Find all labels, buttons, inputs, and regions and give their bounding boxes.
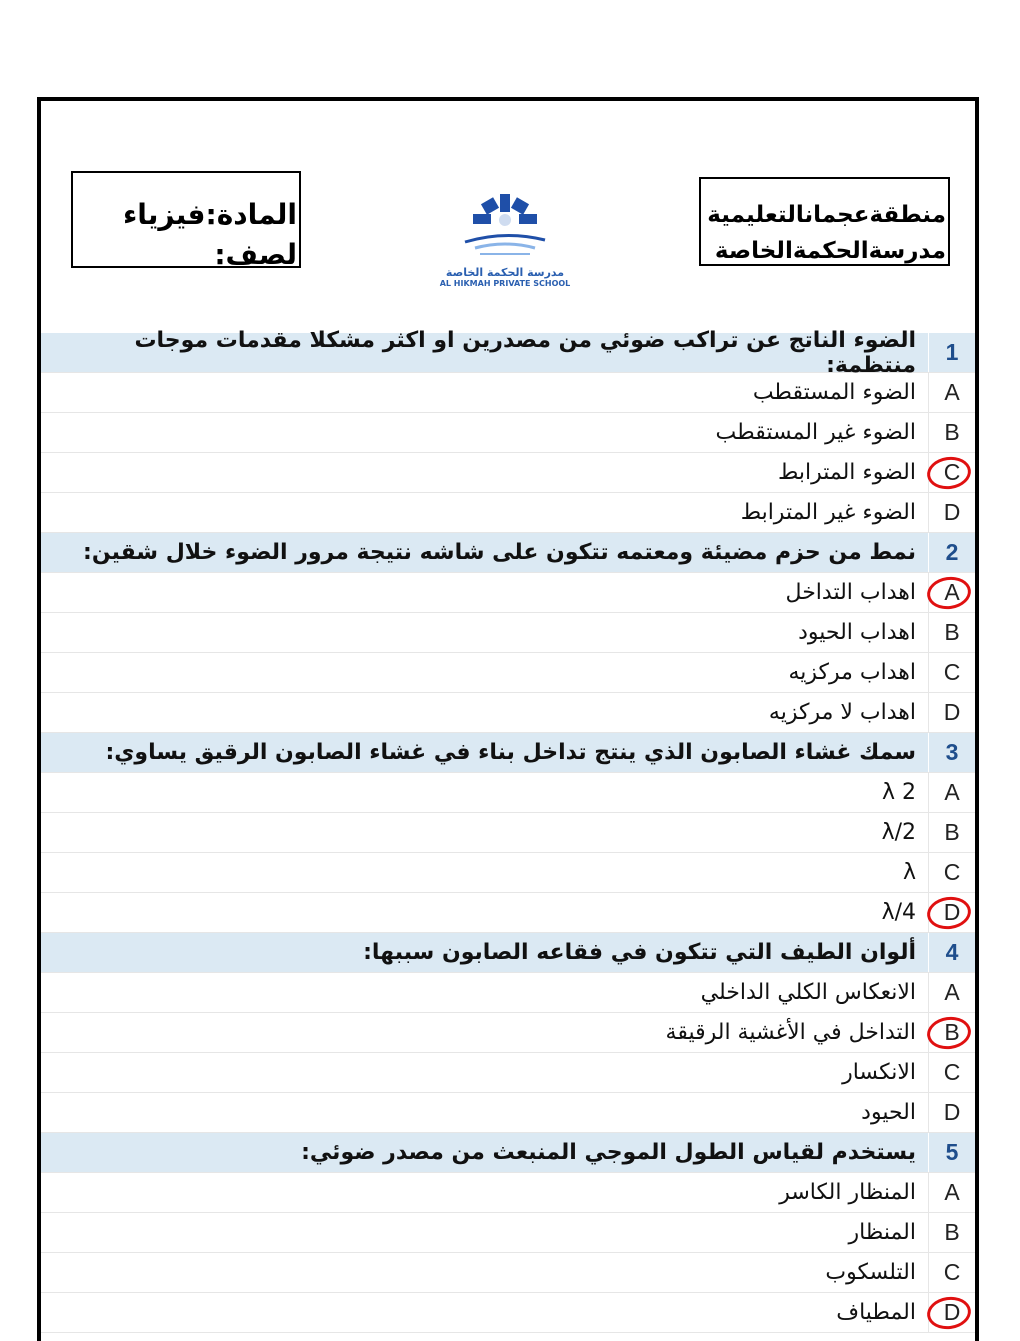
option-row[interactable]: A اهداب التداخل: [41, 573, 975, 613]
option-letter: B: [928, 613, 975, 652]
school-label: مدرسةالحكمةالخاصة: [714, 238, 946, 264]
option-text: اهداب لا مركزيه: [768, 700, 916, 725]
option-letter: A: [928, 1173, 975, 1212]
option-text: التداخل في الأغشية الرقيقة: [665, 1020, 916, 1045]
question-row: 4 ألوان الطيف التي تتكون في فقاعه الصابون…: [41, 933, 975, 973]
option-text: الانعكاس الكلي الداخلي: [700, 980, 916, 1005]
option-row[interactable]: D الضوء غير المترابط: [41, 493, 975, 533]
option-row[interactable]: D المطياف: [41, 1293, 975, 1333]
answer-circle-mark: [924, 894, 974, 932]
question-number: 2: [928, 533, 975, 572]
option-text: λ: [902, 860, 916, 885]
question-text: نمط من حزم مضيئة ومعتمه تتكون على شاشه ن…: [83, 540, 916, 565]
question-text: سمك غشاء الصابون الذي ينتج تداخل بناء في…: [105, 740, 916, 765]
class-label: لصف:: [214, 238, 297, 271]
page-border: [37, 97, 979, 1341]
option-text: الضوء غير المترابط: [740, 500, 916, 525]
option-row[interactable]: C التلسكوب: [41, 1253, 975, 1293]
option-letter: C: [928, 653, 975, 692]
option-text: الانكسار: [842, 1060, 916, 1085]
option-text: المطياف: [836, 1300, 916, 1325]
option-letter: B: [928, 1213, 975, 1252]
school-box: منطقةعجمانالتعليمية مدرسةالحكمةالخاصة: [699, 177, 950, 266]
question-row: 1 الضوء الناتج عن تراكب ضوئي من مصدرين او…: [41, 327, 975, 378]
option-text: المنظار الكاسر: [779, 1180, 916, 1205]
option-row[interactable]: A الضوء المستقطب: [41, 373, 975, 413]
questions-table: 1 الضوء الناتج عن تراكب ضوئي من مصدرين او…: [41, 327, 975, 1333]
option-letter: B: [924, 1013, 975, 1052]
option-text: λ/4: [881, 900, 916, 925]
subject-box: المادة:فيزياء لصف:: [71, 171, 301, 271]
option-letter: A: [928, 773, 975, 812]
option-row[interactable]: D الحيود: [41, 1093, 975, 1133]
option-letter: D: [924, 893, 975, 932]
question-number: 5: [928, 1133, 975, 1172]
option-text: اهداب الحيود: [798, 620, 916, 645]
option-text: الضوء غير المستقطب: [715, 420, 916, 445]
question-number: 3: [928, 733, 975, 772]
question-number: 4: [928, 933, 975, 972]
option-letter: C: [924, 453, 975, 492]
option-text: λ/2: [881, 820, 916, 845]
answer-circle-mark: [924, 1014, 974, 1052]
option-letter: A: [924, 573, 975, 612]
question-text: ألوان الطيف التي تتكون في فقاعه الصابون …: [363, 940, 916, 965]
option-text: 2 λ: [881, 780, 916, 805]
question-row: 2 نمط من حزم مضيئة ومعتمه تتكون على شاشه …: [41, 533, 975, 573]
district-label: منطقةعجمانالتعليمية: [707, 202, 946, 228]
option-letter: D: [924, 1293, 975, 1332]
question-row: 5 يستخدم لقياس الطول الموجي المنبعث من مص…: [41, 1133, 975, 1173]
option-row[interactable]: A 2 λ: [41, 773, 975, 813]
option-text: التلسكوب: [825, 1260, 916, 1285]
subject-label: المادة:فيزياء: [122, 198, 297, 231]
answer-circle-mark: [924, 574, 974, 612]
option-letter: B: [928, 813, 975, 852]
option-row[interactable]: C الانكسار: [41, 1053, 975, 1093]
option-row[interactable]: C اهداب مركزيه: [41, 653, 975, 693]
option-text: اهداب التداخل: [785, 580, 916, 605]
option-row[interactable]: B التداخل في الأغشية الرقيقة: [41, 1013, 975, 1053]
question-text: يستخدم لقياس الطول الموجي المنبعث من مصد…: [301, 1140, 916, 1165]
option-row[interactable]: D اهداب لا مركزيه: [41, 693, 975, 733]
option-text: الحيود: [861, 1100, 916, 1125]
option-text: الضوء المترابط: [777, 460, 916, 485]
logo-arabic-name: مدرسة الحكمة الخاصة: [445, 266, 565, 279]
option-row[interactable]: A المنظار الكاسر: [41, 1173, 975, 1213]
option-letter: A: [928, 373, 975, 412]
option-letter: C: [928, 1053, 975, 1092]
option-row[interactable]: B المنظار: [41, 1213, 975, 1253]
option-letter: C: [928, 853, 975, 892]
option-letter: D: [928, 493, 975, 532]
answer-circle-mark: [924, 1294, 974, 1332]
option-row[interactable]: A الانعكاس الكلي الداخلي: [41, 973, 975, 1013]
option-text: الضوء المستقطب: [752, 380, 916, 405]
option-row[interactable]: B اهداب الحيود: [41, 613, 975, 653]
question-text: الضوء الناتج عن تراكب ضوئي من مصدرين او …: [134, 327, 916, 378]
option-letter: C: [928, 1253, 975, 1292]
logo-emblem-icon: [464, 194, 546, 255]
option-text: اهداب مركزيه: [788, 660, 916, 685]
option-row[interactable]: C الضوء المترابط: [41, 453, 975, 493]
option-row[interactable]: B الضوء غير المستقطب: [41, 413, 975, 453]
question-number: 1: [928, 333, 975, 372]
school-logo: مدرسة الحكمة الخاصة AL HIKMAH PRIVATE SC…: [425, 190, 585, 288]
option-text: المنظار: [848, 1220, 916, 1245]
answer-circle-mark: [924, 454, 974, 492]
option-letter: D: [928, 693, 975, 732]
option-letter: A: [928, 973, 975, 1012]
question-row: 3 سمك غشاء الصابون الذي ينتج تداخل بناء ف…: [41, 733, 975, 773]
option-letter: B: [928, 413, 975, 452]
logo-english-name: AL HIKMAH PRIVATE SCHOOL: [439, 279, 571, 288]
option-letter: D: [928, 1093, 975, 1132]
